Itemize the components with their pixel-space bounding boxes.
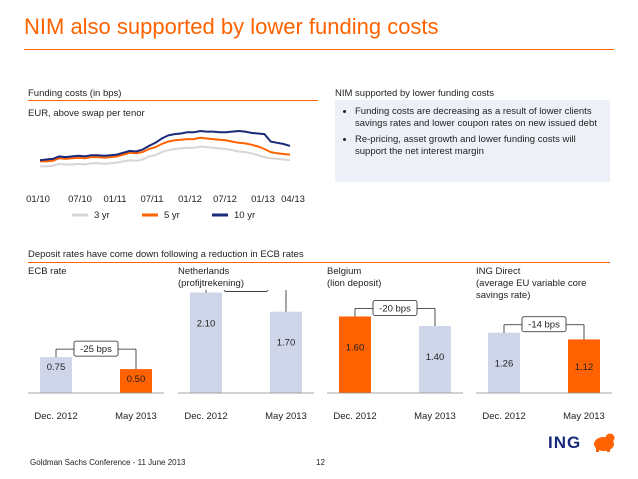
funding-chart-label: Funding costs (in bps): [28, 88, 122, 99]
series-line-3-yr: [40, 145, 291, 168]
category-label: Dec. 2012: [184, 411, 227, 422]
nim-box-label: NIM supported by lower funding costs: [335, 88, 494, 99]
bar-dec-2012: [339, 316, 371, 393]
bar-may-2013: [419, 326, 451, 393]
change-badge: [521, 316, 567, 333]
category-label: Dec. 2012: [333, 411, 376, 422]
change-badge: [223, 290, 269, 292]
bar-value-label: 0.50: [127, 374, 146, 385]
bar-may-2013: [270, 311, 302, 393]
deposit-rule: [28, 262, 610, 263]
category-label: May 2013: [115, 411, 157, 422]
bar-may-2013: [120, 369, 152, 393]
change-badge: [372, 300, 418, 316]
category-label: Dec. 2012: [34, 411, 77, 422]
title-rule: [24, 49, 614, 50]
ecb-title: ECB rate: [28, 266, 67, 277]
category-label: May 2013: [265, 411, 307, 422]
page-number: 12: [316, 458, 325, 467]
x-tick-label: 07/10: [68, 194, 92, 205]
ing-title: ING Direct: [476, 266, 521, 277]
x-tick-label: 01/12: [178, 194, 202, 205]
change-label: -20 bps: [379, 303, 411, 314]
bar-value-label: 1.40: [426, 352, 445, 363]
bar-value-label: 1.26: [495, 359, 514, 370]
funding-cost-chart: 01/10 07/10 01/11 07/11 01/12 07/12 01/13 04/13…: [26, 129, 305, 221]
legend-label: 5 yr: [164, 210, 180, 221]
bar-dec-2012: [40, 357, 72, 393]
nl-panel-title: Netherlands (profijtrekening): [178, 266, 318, 290]
category-label: May 2013: [563, 411, 605, 422]
bar-value-label: 0.75: [47, 362, 66, 373]
change-label: -25 bps: [80, 344, 112, 355]
bar-value-label: 2.10: [197, 319, 216, 330]
legend-label: 3 yr: [94, 210, 110, 221]
logo-text: ING: [548, 433, 582, 452]
ecb-panel-title: ECB rate: [28, 266, 168, 278]
series-line-5-yr: [40, 136, 291, 163]
be-title: Belgium: [327, 266, 362, 277]
ing-subtitle: (average EU variable core savings rate): [476, 278, 587, 301]
change-label: -14 bps: [528, 320, 560, 331]
be-subtitle: (lion deposit): [327, 278, 382, 289]
bar-dec-2012: [190, 292, 222, 393]
page-title: NIM also supported by lower funding cost…: [24, 14, 439, 39]
series-line-10-yr: [39, 129, 291, 162]
x-tick-label: 01/10: [26, 194, 50, 205]
ing-logo: ING: [548, 431, 618, 453]
x-tick-label: 04/13: [281, 194, 305, 205]
lion-icon: [594, 433, 615, 452]
legend-label: 10 yr: [234, 210, 255, 221]
x-tick-label: 01/13: [251, 194, 275, 205]
x-tick-label: 01/11: [103, 194, 126, 205]
nim-bullet-box: Funding costs are decreasing as a result…: [335, 100, 610, 182]
funding-chart-subtitle: EUR, above swap per tenor: [28, 108, 145, 119]
nl-title: Netherlands: [178, 266, 230, 277]
ing-panel-title: ING Direct (average EU variable core sav…: [476, 266, 616, 302]
change-badge: [73, 340, 119, 357]
nl-subtitle: (profijtrekening): [178, 278, 244, 289]
category-label: Dec. 2012: [482, 411, 525, 422]
bullet-item: Re-pricing, asset growth and lower fundi…: [355, 134, 602, 157]
bar-value-label: 1.60: [346, 342, 365, 353]
footer-text: Goldman Sachs Conference - 11 June 2013: [30, 458, 186, 467]
deposit-section-label: Deposit rates have come down following a…: [28, 249, 304, 260]
bar-may-2013: [568, 339, 600, 393]
category-label: May 2013: [414, 411, 456, 422]
bullet-item: Funding costs are decreasing as a result…: [355, 106, 602, 129]
funding-rule: [28, 100, 318, 101]
bar-dec-2012: [488, 332, 520, 393]
bar-value-label: 1.12: [575, 362, 594, 373]
x-tick-label: 07/11: [140, 194, 163, 205]
deposit-rate-charts: 0.75 Dec. 2012 0.50 May 2013 -25 bps 2.10 Dec.…: [28, 290, 612, 422]
x-tick-label: 07/12: [213, 194, 237, 205]
change-label: -40 bps: [230, 290, 262, 291]
bar-value-label: 1.70: [277, 338, 296, 349]
be-panel-title: Belgium (lion deposit): [327, 266, 467, 290]
